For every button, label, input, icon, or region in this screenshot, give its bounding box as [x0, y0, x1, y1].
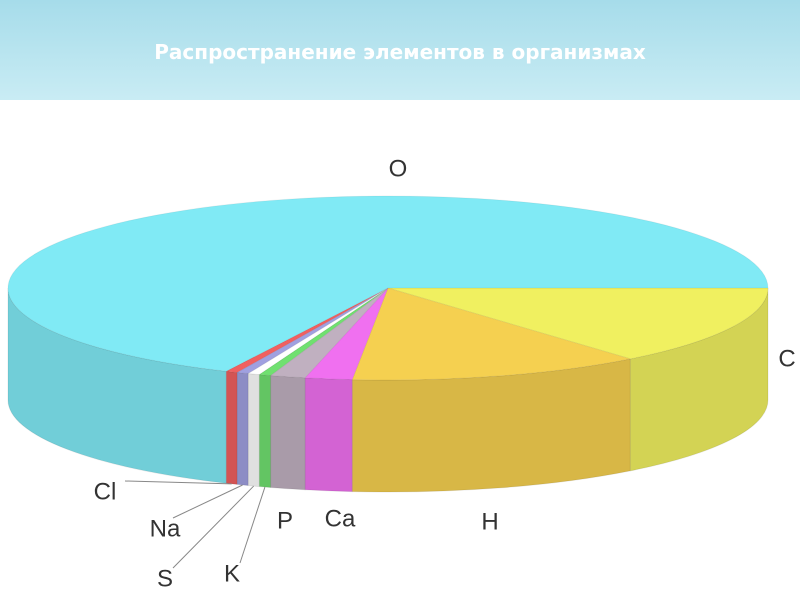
slice-label: P — [277, 507, 293, 534]
slice-label: Ca — [325, 505, 356, 532]
slice-label: C — [778, 345, 795, 372]
slice-side — [270, 374, 306, 491]
leader-line — [172, 485, 255, 569]
slice-top — [351, 287, 631, 381]
chart-title: Распространение элементов в организмах — [154, 40, 646, 64]
leader-line — [239, 486, 266, 564]
slice-top — [224, 287, 389, 373]
slice-top — [7, 195, 769, 372]
slice-label: Na — [150, 515, 181, 542]
slice-side — [258, 374, 272, 489]
slice-side — [304, 377, 353, 493]
slice-top — [304, 287, 389, 381]
slice-top — [257, 287, 389, 377]
title-bar — [0, 0, 800, 100]
slice-label: H — [481, 508, 498, 535]
slice-top — [235, 287, 389, 375]
slice-top — [387, 287, 769, 360]
slice-label: Cl — [94, 478, 117, 505]
slice-side — [247, 372, 260, 488]
slice-top — [269, 287, 389, 379]
slice-label: S — [157, 565, 173, 592]
leader-line — [124, 480, 232, 485]
leader-line — [172, 484, 243, 519]
slice-top — [246, 287, 389, 376]
slice-label: O — [389, 155, 408, 182]
slice-label: K — [224, 560, 240, 587]
slice-side — [236, 371, 249, 487]
slice-side — [225, 370, 238, 485]
